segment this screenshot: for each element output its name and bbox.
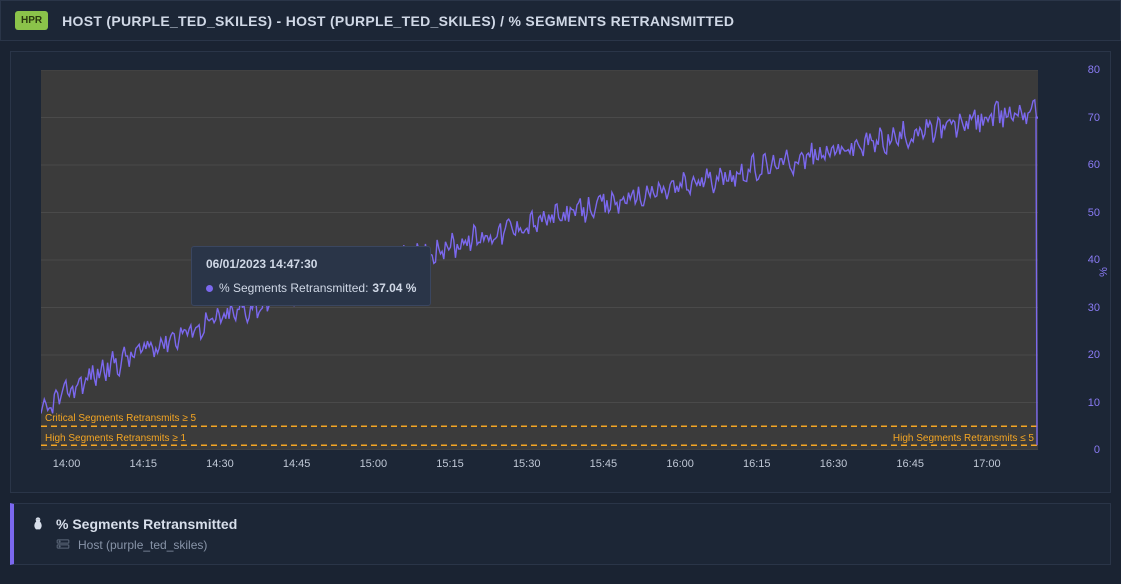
- chart-tooltip: 06/01/2023 14:47:30 % Segments Retransmi…: [191, 246, 431, 306]
- y-tick: 20: [1088, 349, 1100, 361]
- x-tick: 14:00: [53, 458, 81, 470]
- y-tick: 60: [1088, 159, 1100, 171]
- y-tick: 0: [1094, 444, 1100, 456]
- hpr-badge: HPR: [15, 11, 48, 30]
- x-tick: 14:15: [129, 458, 157, 470]
- x-tick: 15:45: [590, 458, 618, 470]
- x-tick: 14:30: [206, 458, 234, 470]
- x-tick: 15:30: [513, 458, 541, 470]
- x-tick: 14:45: [283, 458, 311, 470]
- tooltip-bullet: [206, 285, 213, 292]
- x-tick: 17:00: [973, 458, 1001, 470]
- x-tick: 16:30: [820, 458, 848, 470]
- page-title: HOST (PURPLE_TED_SKILES) - HOST (PURPLE_…: [62, 13, 734, 29]
- x-tick: 16:45: [896, 458, 924, 470]
- x-tick: 15:00: [360, 458, 388, 470]
- legend-panel[interactable]: % Segments Retransmitted Host (purple_te…: [10, 503, 1111, 565]
- chart-panel: Critical Segments Retransmits ≥ 5 High S…: [10, 51, 1111, 493]
- y-tick: 10: [1088, 397, 1100, 409]
- y-tick: 70: [1088, 112, 1100, 124]
- x-tick: 16:15: [743, 458, 771, 470]
- y-axis: 01020304050607080: [1072, 70, 1100, 450]
- threshold-high-label-right: High Segments Retransmits ≤ 5: [893, 433, 1034, 444]
- tooltip-metric-label: % Segments Retransmitted:: [219, 281, 368, 295]
- y-axis-title: %: [1098, 267, 1110, 277]
- threshold-high-label-left: High Segments Retransmits ≥ 1: [45, 433, 186, 444]
- tooltip-timestamp: 06/01/2023 14:47:30: [206, 257, 416, 271]
- server-icon: [56, 538, 70, 552]
- y-tick: 80: [1088, 64, 1100, 76]
- threshold-critical-label: Critical Segments Retransmits ≥ 5: [45, 413, 196, 424]
- y-tick: 30: [1088, 302, 1100, 314]
- legend-metric-name: % Segments Retransmitted: [56, 516, 237, 532]
- penguin-icon: [30, 516, 46, 532]
- tooltip-value: 37.04 %: [372, 281, 416, 295]
- legend-host-label: Host (purple_ted_skiles): [78, 538, 207, 552]
- y-tick: 40: [1088, 254, 1100, 266]
- x-axis: 14:00 14:15 14:30 14:45 15:00 15:15 15:30 15:45…: [41, 458, 1038, 476]
- x-tick: 16:00: [666, 458, 694, 470]
- y-tick: 50: [1088, 207, 1100, 219]
- x-tick: 15:15: [436, 458, 464, 470]
- header-panel: HPR HOST (PURPLE_TED_SKILES) - HOST (PUR…: [0, 0, 1121, 41]
